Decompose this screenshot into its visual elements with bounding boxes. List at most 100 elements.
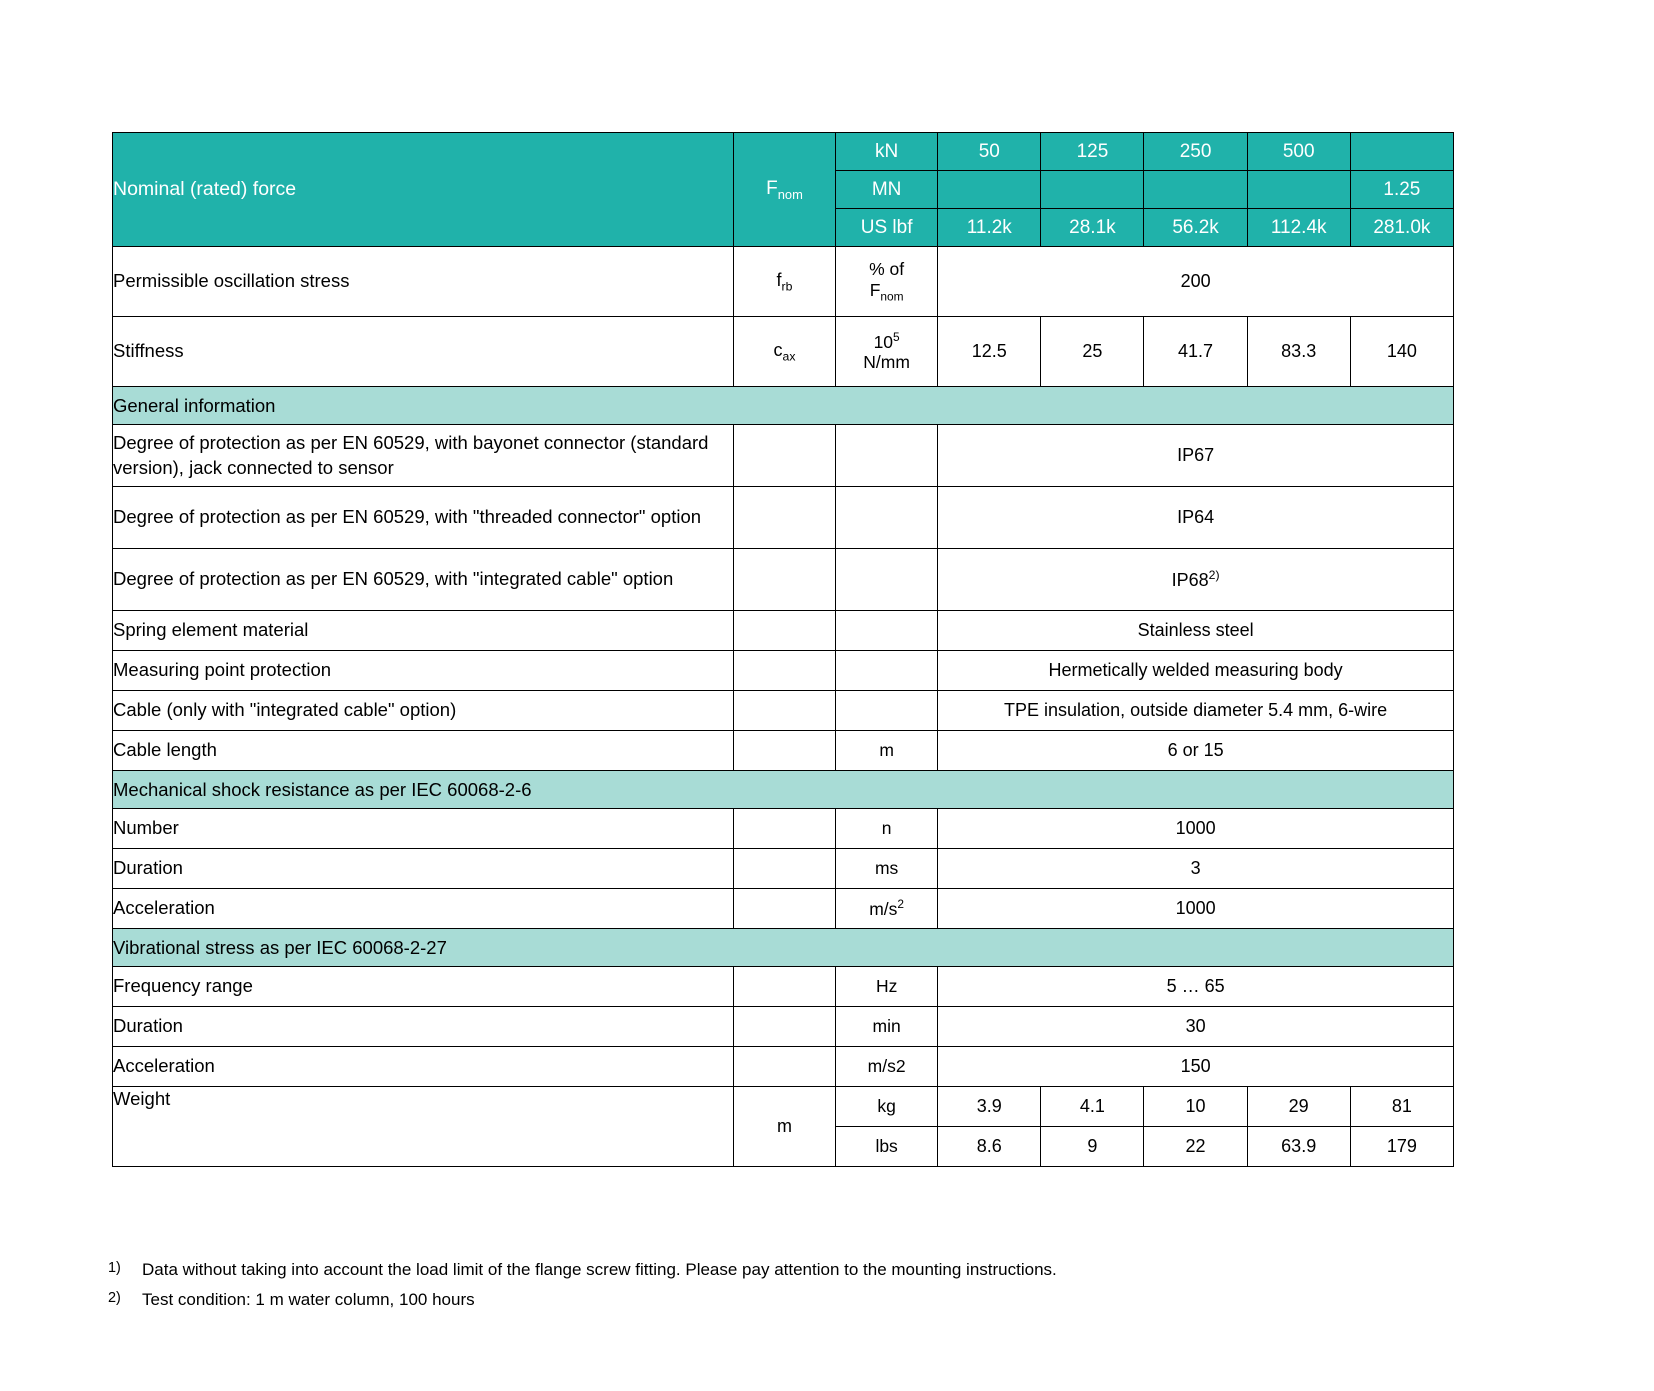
header-unit-kn: kN [835,132,939,171]
header-value-uslbf-5: 281.0k [1349,208,1455,247]
row-symbol-empty [732,888,837,929]
row-value-weight-kg-4: 29 [1246,1086,1351,1127]
row-symbol-cax: cax [732,316,837,387]
row-symbol-empty [732,548,837,611]
symbol-base: c [773,339,783,360]
row-unit-empty [835,610,939,651]
header-value-kn-1: 50 [937,132,1042,171]
row-label-protection-integrated-cable: Degree of protection as per EN 60529, wi… [112,548,734,611]
row-value-protection-threaded: IP64 [937,486,1454,549]
header-value-mn-3 [1143,170,1248,209]
unit-base: m/s [869,899,898,920]
table-row: Degree of protection as per EN 60529, wi… [112,486,1454,549]
table-section-row: Mechanical shock resistance as per IEC 6… [112,770,1454,809]
table-row: Duration ms 3 [112,848,1454,889]
row-unit-cable-length: m [835,730,939,771]
row-symbol-empty [732,650,837,691]
footnote-ref-2: 2) [1208,568,1220,582]
section-header-vibrational-stress: Vibrational stress as per IEC 60068-2-27 [112,928,1454,967]
table-row: Degree of protection as per EN 60529, wi… [112,548,1454,611]
footnote-1-text: Data without taking into account the loa… [142,1260,1057,1279]
row-unit-weight-lbs: lbs [835,1126,939,1167]
header-value-mn-2 [1040,170,1145,209]
row-value-weight-lbs-5: 179 [1349,1126,1455,1167]
table-row: Stiffness cax 105 N/mm 12.5 25 41.7 83.3… [112,316,1455,387]
footnotes: 1) Data without taking into account the … [108,1258,1458,1319]
row-value-stiffness-5: 140 [1349,316,1455,387]
row-value-weight-kg-1: 3.9 [937,1086,1042,1127]
symbol-sub: rb [781,279,793,294]
row-value-weight-kg-5: 81 [1349,1086,1455,1127]
header-value-uslbf-1: 11.2k [937,208,1042,247]
row-unit-frequency-range: Hz [835,966,939,1007]
row-symbol-weight: m [732,1086,837,1167]
table-row: lbs 8.6 9 22 63.9 179 [113,1126,1455,1167]
row-unit-vibration-duration: min [835,1006,939,1047]
table-row: Frequency range Hz 5 … 65 [112,966,1454,1007]
row-unit-shock-acceleration: m/s2 [835,888,939,929]
row-value-weight-lbs-2: 9 [1040,1126,1145,1167]
footnote-2-text: Test condition: 1 m water column, 100 ho… [142,1290,475,1310]
row-value-stiffness-1: 12.5 [937,316,1042,387]
row-value-protection-integrated-cable: IP682) [937,548,1454,611]
row-symbol-empty [732,730,837,771]
row-symbol-empty [732,808,837,849]
row-label-protection-bayonet: Degree of protection as per EN 60529, wi… [112,424,734,487]
header-value-kn-4: 500 [1246,132,1351,171]
row-value-vibration-acceleration: 150 [937,1046,1454,1087]
row-symbol-empty [732,966,837,1007]
spec-sheet: Nominal (rated) force Fnom kN 50 125 250… [112,132,1455,1167]
row-label-cable: Cable (only with "integrated cable" opti… [112,690,734,731]
table-row: Duration min 30 [112,1006,1454,1047]
row-value-protection-bayonet: IP67 [937,424,1454,487]
row-label-measuring-point-protection: Measuring point protection [112,650,734,691]
row-value-stiffness-2: 25 [1040,316,1145,387]
header-value-kn-2: 125 [1040,132,1145,171]
row-value-vibration-duration: 30 [937,1006,1454,1047]
header-row-kn: Nominal (rated) force Fnom kN 50 125 250… [112,132,1455,247]
table-row: Cable length m 6 or 15 [112,730,1454,771]
row-value-measuring-point-protection: Hermetically welded measuring body [937,650,1454,691]
row-label-vibration-duration: Duration [112,1006,734,1047]
row-label-frequency-range: Frequency range [112,966,734,1007]
table-row: Spring element material Stainless steel [112,610,1454,651]
row-label-shock-duration: Duration [112,848,734,889]
row-value-weight-kg-3: 10 [1143,1086,1248,1127]
row-symbol-empty [732,610,837,651]
row-unit-shock-duration: ms [835,848,939,889]
row-value-cable-length: 6 or 15 [937,730,1454,771]
header-unit-mn: MN [835,170,939,209]
row-value-weight-kg-2: 4.1 [1040,1086,1145,1127]
footnote-2-marker-text: 2) [108,1290,121,1307]
header-symbol-base: F [766,177,778,199]
footnote-2-marker: 2) [108,1288,142,1316]
row-label-spring-element-material: Spring element material [112,610,734,651]
row-unit-empty [835,650,939,691]
header-symbol: Fnom [732,132,837,247]
row-value-oscillation-stress: 200 [937,246,1454,317]
table-row: Weight m kg 3.9 4.1 10 29 81 [112,1086,1455,1167]
row-label-stiffness: Stiffness [112,316,734,387]
row-label-cable-length: Cable length [112,730,734,771]
row-symbol-empty [732,424,837,487]
row-unit-weight-kg: kg [835,1086,939,1127]
symbol-sub: ax [782,349,796,364]
row-value-shock-acceleration: 1000 [937,888,1454,929]
header-unit-uslbf: US lbf [835,208,939,247]
row-unit-stiffness: 105 N/mm [835,316,939,387]
row-value-stiffness-3: 41.7 [1143,316,1248,387]
row-label-shock-acceleration: Acceleration [112,888,734,929]
row-unit-empty [835,486,939,549]
table-section-row: Vibrational stress as per IEC 60068-2-27 [112,928,1454,967]
row-symbol-frb: frb [732,246,837,317]
row-label-shock-number: Number [112,808,734,849]
row-unit-shock-number: n [835,808,939,849]
table-row: Degree of protection as per EN 60529, wi… [112,424,1454,487]
row-value-spring-element-material: Stainless steel [937,610,1454,651]
row-symbol-empty [732,1006,837,1047]
header-value-uslbf-2: 28.1k [1040,208,1145,247]
row-value-shock-number: 1000 [937,808,1454,849]
row-unit-vibration-acceleration: m/s2 [835,1046,939,1087]
row-value-shock-duration: 3 [937,848,1454,889]
row-unit-empty [835,690,939,731]
